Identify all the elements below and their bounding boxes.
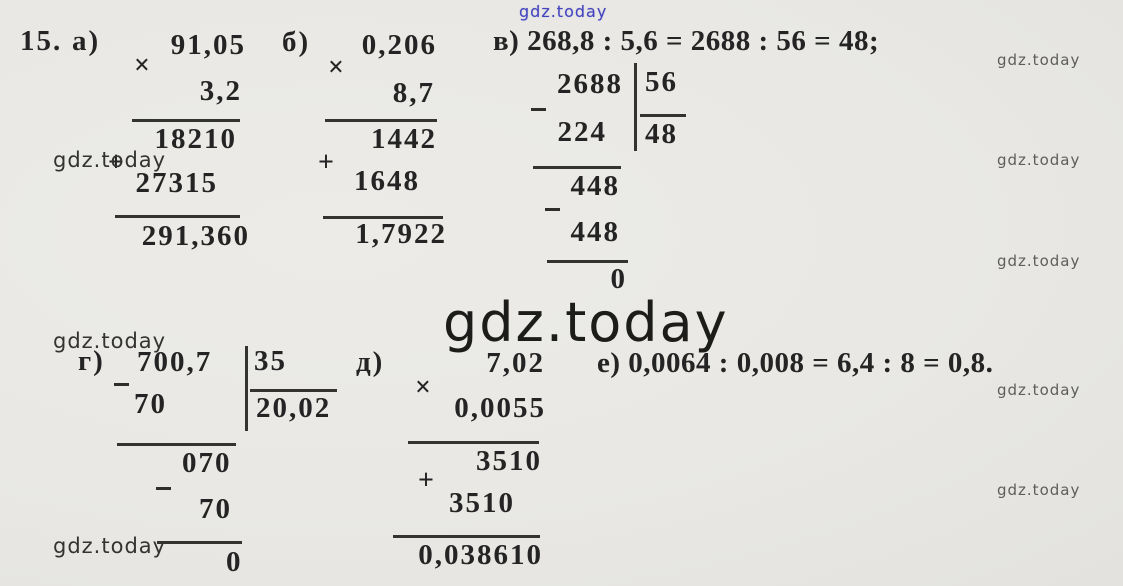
problem-number: 15. [20,25,63,57]
watermark-left-2: gdz.today [53,329,167,353]
part-b-multiplier: 8,7 [392,77,435,109]
part-b-multiplicand: 0,206 [361,29,437,61]
part-g-dividend: 700,7 [137,346,213,378]
part-v-subtrahend-2: 448 [570,216,620,248]
plus-icon: + [418,465,436,496]
part-d-partial-1: 3510 [476,445,542,477]
watermark-right-1: gdz.today [997,51,1081,69]
part-g-remainder: 0 [226,546,243,578]
part-g-label: г) [78,345,105,377]
part-b-line-1 [325,119,437,122]
part-g-line-1 [117,443,236,446]
part-v-line-2 [547,260,628,263]
part-d-line-2 [393,535,540,538]
watermark-top: gdz.today [519,2,608,21]
part-v-difference-1: 448 [570,170,620,202]
watermark-right-3: gdz.today [997,252,1081,270]
part-g-division-bar [245,346,248,431]
part-b-partial-2: 1648 [354,165,420,197]
part-a-multiplicand: 91,05 [170,29,246,61]
part-v-division-bar [634,63,637,151]
part-g-line-2 [157,541,242,544]
part-b-line-2 [323,216,443,219]
part-b-result: 1,7922 [355,218,447,250]
multiply-icon: × [415,372,433,403]
part-a-partial-2: 27315 [135,167,218,199]
part-v-dividend: 2688 [557,68,623,100]
minus-icon [114,383,129,386]
minus-icon [545,208,560,211]
part-d-multiplicand: 7,02 [486,347,545,379]
part-d-line-1 [408,441,539,444]
watermark-right-2: gdz.today [997,151,1081,169]
part-a-partial-1: 18210 [154,123,237,155]
part-v-quotient: 48 [645,118,678,150]
watermark-left-1: gdz.today [53,148,167,172]
part-e-label: е) [597,347,621,379]
watermark-right-5: gdz.today [997,481,1081,499]
part-v-equation-line: в) 268,8 : 5,6 = 2688 : 56 = 48; [493,27,879,56]
part-v-equation: 268,8 : 5,6 = 2688 : 56 = 48; [527,25,880,57]
part-g-subtrahend-1: 70 [134,388,167,420]
part-v-line-1 [533,166,621,169]
part-v-subtrahend-1: 224 [557,116,607,148]
plus-icon: + [108,147,126,178]
part-g-quotient-line [250,389,337,392]
part-v-label: в) [493,25,520,57]
part-v-quotient-line [640,114,686,117]
part-a-multiplier: 3,2 [199,75,242,107]
part-d-multiplier: 0,0055 [454,392,546,424]
part-a-label: а) [72,25,101,57]
part-a-result: 291,360 [141,220,250,252]
part-g-subtrahend-2: 70 [199,493,232,525]
part-a-line-1 [132,119,240,122]
minus-icon [531,108,546,111]
part-a-line-2 [115,215,240,218]
part-e-equation: 0,0064 : 0,008 = 6,4 : 8 = 0,8. [628,347,994,379]
multiply-icon: × [328,52,346,83]
part-d-result: 0,038610 [418,539,543,571]
part-e-equation-line: е) 0,0064 : 0,008 = 6,4 : 8 = 0,8. [597,349,993,378]
part-b-label: б) [282,26,311,58]
part-v-divisor: 56 [645,66,678,98]
part-v-remainder: 0 [610,263,627,295]
watermark-right-4: gdz.today [997,381,1081,399]
plus-icon: + [318,147,336,178]
minus-icon [156,487,171,490]
part-d-partial-2: 3510 [449,487,515,519]
watermark-left-3: gdz.today [53,534,167,558]
part-g-quotient: 20,02 [256,392,332,424]
part-g-difference-1: 070 [182,447,232,479]
part-d-label: д) [356,346,385,378]
multiply-icon: × [134,50,152,81]
part-g-divisor: 35 [254,345,287,377]
watermark-center: gdz.today [443,291,729,354]
part-b-partial-1: 1442 [371,123,437,155]
